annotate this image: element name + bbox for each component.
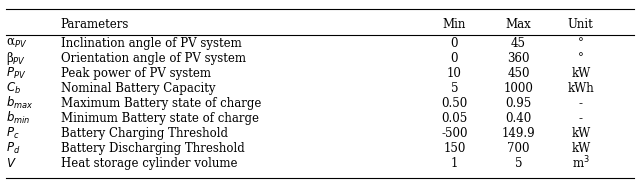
Text: Parameters: Parameters [61,18,129,31]
Text: 700: 700 [507,142,530,155]
Text: Battery Discharging Threshold: Battery Discharging Threshold [61,142,244,155]
Text: Min: Min [443,18,466,31]
Text: 45: 45 [511,37,526,50]
Text: β$_{PV}$: β$_{PV}$ [6,50,26,67]
Text: 1000: 1000 [504,82,533,95]
Text: 0.95: 0.95 [505,97,532,110]
Text: kW: kW [571,67,591,80]
Text: 0: 0 [451,52,458,65]
Text: 0.50: 0.50 [441,97,468,110]
Text: Minimum Battery state of charge: Minimum Battery state of charge [61,112,259,125]
Text: $V$: $V$ [6,157,17,170]
Text: 10: 10 [447,67,462,80]
Text: $C_b$: $C_b$ [6,81,22,96]
Text: 1: 1 [451,157,458,170]
Text: $P_d$: $P_d$ [6,141,20,156]
Text: 0: 0 [451,37,458,50]
Text: Heat storage cylinder volume: Heat storage cylinder volume [61,157,237,170]
Text: 149.9: 149.9 [502,127,535,140]
Text: -: - [579,112,583,125]
Text: m$^3$: m$^3$ [572,155,589,171]
Text: 0.40: 0.40 [505,112,532,125]
Text: °: ° [578,52,584,65]
Text: Orientation angle of PV system: Orientation angle of PV system [61,52,246,65]
Text: kW: kW [571,127,591,140]
Text: °: ° [578,37,584,50]
Text: $b_{max}$: $b_{max}$ [6,95,34,111]
Text: Maximum Battery state of charge: Maximum Battery state of charge [61,97,261,110]
Text: 150: 150 [444,142,465,155]
Text: kW: kW [571,142,591,155]
Text: α$_{PV}$: α$_{PV}$ [6,37,28,50]
Text: Peak power of PV system: Peak power of PV system [61,67,211,80]
Text: $P_{PV}$: $P_{PV}$ [6,66,27,81]
Text: Nominal Battery Capacity: Nominal Battery Capacity [61,82,215,95]
Text: Unit: Unit [568,18,594,31]
Text: 5: 5 [515,157,522,170]
Text: kWh: kWh [568,82,594,95]
Text: 450: 450 [507,67,530,80]
Text: -: - [579,97,583,110]
Text: Battery Charging Threshold: Battery Charging Threshold [61,127,228,140]
Text: $b_{min}$: $b_{min}$ [6,110,31,126]
Text: 360: 360 [507,52,530,65]
Text: -500: -500 [441,127,468,140]
Text: 5: 5 [451,82,458,95]
Text: Max: Max [506,18,531,31]
Text: Inclination angle of PV system: Inclination angle of PV system [61,37,241,50]
Text: 0.05: 0.05 [441,112,468,125]
Text: $P_c$: $P_c$ [6,126,20,141]
